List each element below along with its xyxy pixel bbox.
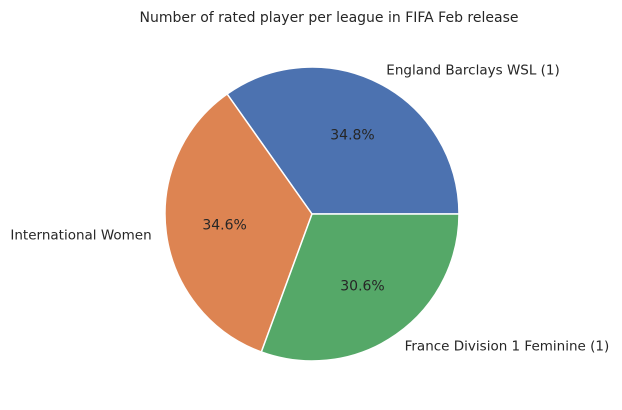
pie-slice (164, 93, 313, 353)
slice-label: France Division 1 Feminine (1) (405, 339, 610, 355)
pie-labels: England Barclays WSL (1) 34.8% Internation… (10, 62, 609, 354)
slice-label: International Women (10, 227, 151, 243)
slice-percent-label: 34.8% (330, 128, 374, 144)
slice-percent-label: 30.6% (340, 278, 384, 294)
pie-slice (226, 66, 460, 215)
pie-slice (260, 213, 460, 362)
slice-percent-label: 34.6% (202, 218, 246, 234)
pie-slices (164, 66, 460, 362)
chart-title: Number of rated player per league in FIF… (140, 10, 519, 26)
slice-label: England Barclays WSL (1) (386, 62, 560, 78)
